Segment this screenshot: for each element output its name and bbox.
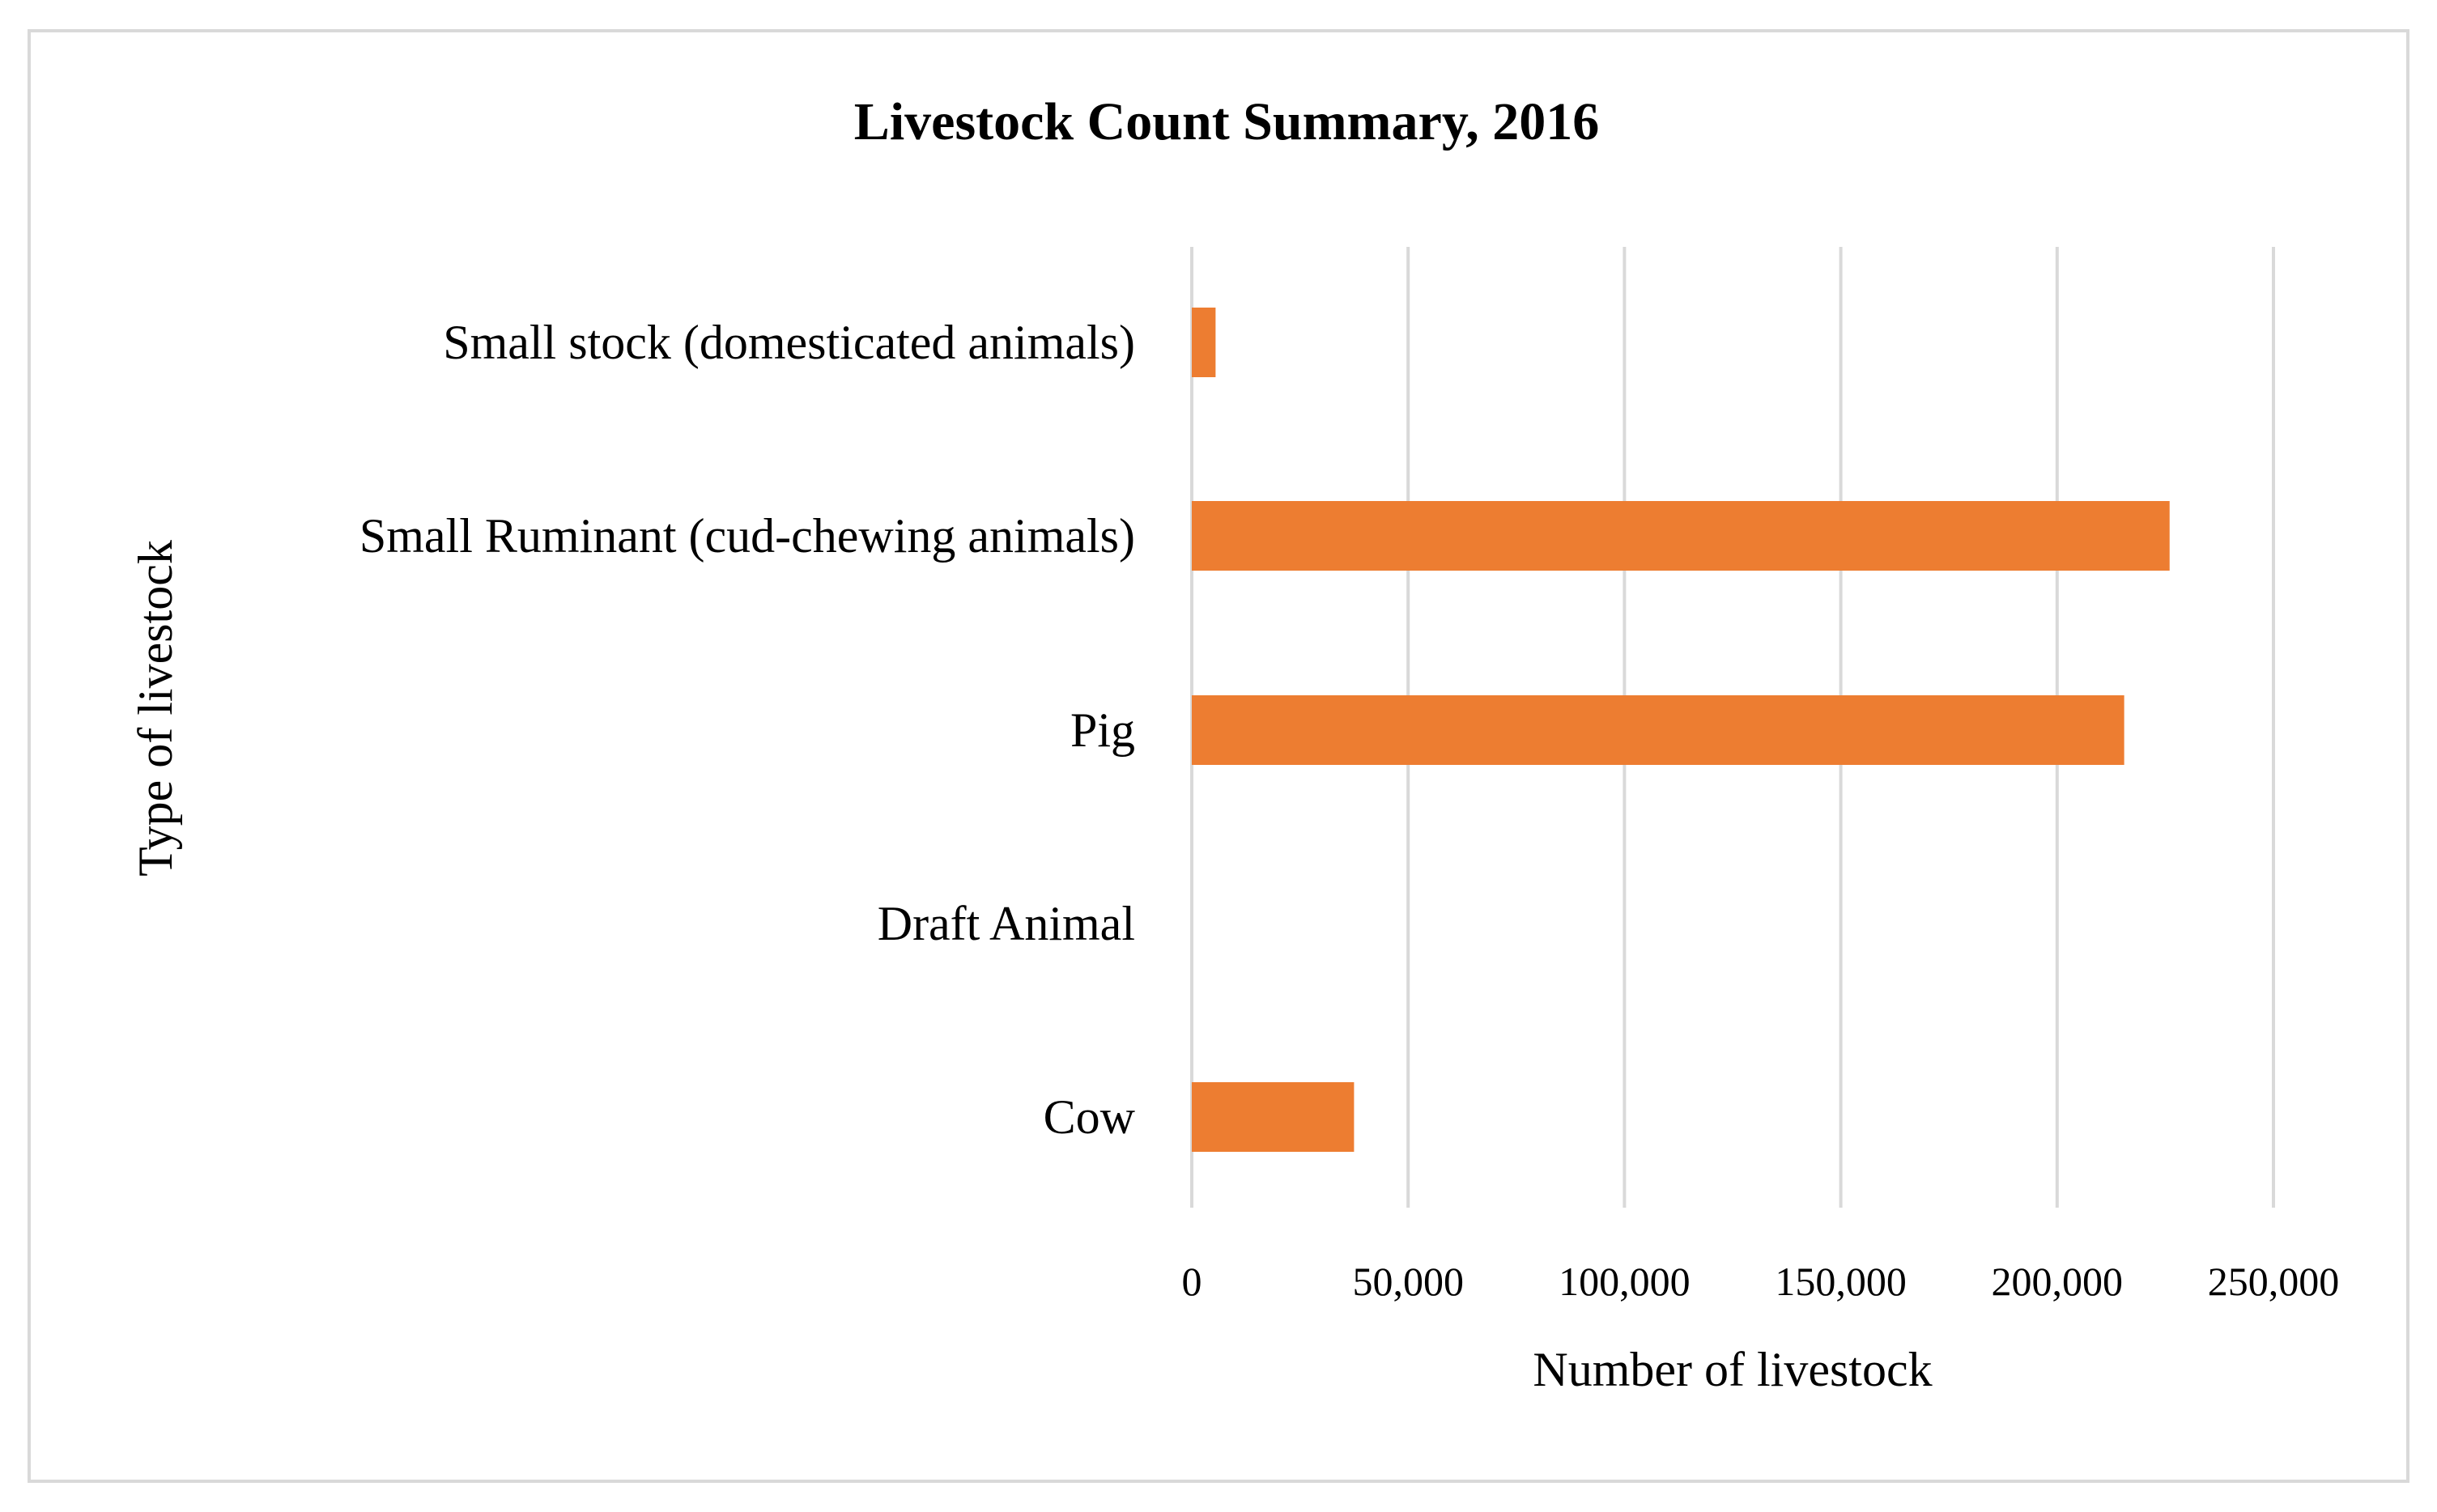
x-tick-labels: 0 50,000 100,000 150,000 200,000 250,000	[1182, 1259, 2340, 1304]
bar-0	[1192, 308, 1216, 377]
category-label-0: Small stock (domesticated animals)	[443, 316, 1135, 369]
y-axis-title: Type of livestock	[129, 540, 182, 877]
x-tick-label-0: 0	[1182, 1259, 1202, 1304]
x-tick-label-2: 100,000	[1559, 1259, 1691, 1304]
category-label-1: Small Ruminant (cud-chewing animals)	[359, 509, 1135, 563]
category-labels: Small stock (domesticated animals) Small …	[359, 316, 1136, 1144]
x-tick-label-4: 200,000	[1992, 1259, 2124, 1304]
category-label-4: Cow	[1044, 1090, 1136, 1144]
category-label-3: Draft Animal	[878, 897, 1135, 950]
bar-1	[1192, 501, 2170, 571]
x-tick-label-5: 250,000	[2208, 1259, 2340, 1304]
bars	[1192, 308, 2170, 1152]
chart-title: Livestock Count Summary, 2016	[854, 92, 1599, 151]
bar-2	[1192, 695, 2124, 765]
x-axis-title: Number of livestock	[1533, 1343, 1932, 1396]
category-label-2: Pig	[1070, 703, 1135, 757]
x-tick-label-3: 150,000	[1775, 1259, 1907, 1304]
x-tick-label-1: 50,000	[1352, 1259, 1464, 1304]
bar-4	[1192, 1082, 1355, 1152]
